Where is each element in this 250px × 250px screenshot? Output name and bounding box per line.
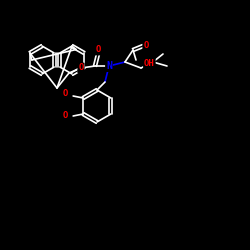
Text: N: N	[106, 61, 112, 71]
Text: OH: OH	[144, 58, 155, 68]
Text: O: O	[62, 90, 68, 98]
Text: O: O	[143, 42, 149, 50]
Text: O: O	[95, 46, 101, 54]
Text: O: O	[62, 112, 68, 120]
Text: O: O	[78, 64, 84, 72]
